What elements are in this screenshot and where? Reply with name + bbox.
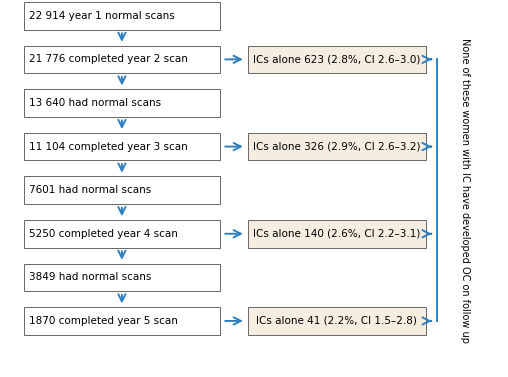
Text: 5250 completed year 4 scan: 5250 completed year 4 scan bbox=[29, 229, 178, 239]
Text: 3849 had normal scans: 3849 had normal scans bbox=[29, 272, 152, 282]
Text: ICs alone 41 (2.2%, CI 1.5–2.8): ICs alone 41 (2.2%, CI 1.5–2.8) bbox=[257, 316, 418, 326]
Text: 21 776 completed year 2 scan: 21 776 completed year 2 scan bbox=[29, 54, 188, 64]
Text: None of these women with IC have developed OC on follow up: None of these women with IC have develop… bbox=[460, 38, 470, 343]
Text: 13 640 had normal scans: 13 640 had normal scans bbox=[29, 98, 162, 108]
FancyBboxPatch shape bbox=[24, 46, 220, 73]
FancyBboxPatch shape bbox=[248, 46, 426, 73]
FancyBboxPatch shape bbox=[24, 264, 220, 291]
FancyBboxPatch shape bbox=[248, 307, 426, 335]
FancyBboxPatch shape bbox=[24, 307, 220, 335]
Text: 1870 completed year 5 scan: 1870 completed year 5 scan bbox=[29, 316, 178, 326]
FancyBboxPatch shape bbox=[24, 2, 220, 30]
FancyBboxPatch shape bbox=[24, 89, 220, 117]
FancyBboxPatch shape bbox=[248, 133, 426, 161]
FancyBboxPatch shape bbox=[24, 176, 220, 204]
Text: 22 914 year 1 normal scans: 22 914 year 1 normal scans bbox=[29, 11, 175, 21]
FancyBboxPatch shape bbox=[248, 220, 426, 248]
FancyBboxPatch shape bbox=[24, 133, 220, 161]
Text: ICs alone 623 (2.8%, CI 2.6–3.0): ICs alone 623 (2.8%, CI 2.6–3.0) bbox=[253, 54, 421, 64]
FancyBboxPatch shape bbox=[24, 220, 220, 248]
Text: 7601 had normal scans: 7601 had normal scans bbox=[29, 185, 151, 195]
Text: 11 104 completed year 3 scan: 11 104 completed year 3 scan bbox=[29, 142, 188, 152]
Text: ICs alone 140 (2.6%, CI 2.2–3.1): ICs alone 140 (2.6%, CI 2.2–3.1) bbox=[253, 229, 421, 239]
Text: ICs alone 326 (2.9%, CI 2.6–3.2): ICs alone 326 (2.9%, CI 2.6–3.2) bbox=[253, 142, 421, 152]
